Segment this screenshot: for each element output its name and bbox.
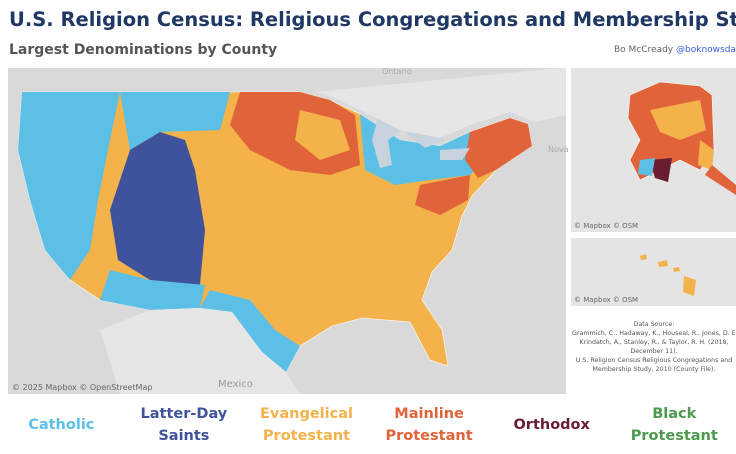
alaska-panhandle — [705, 165, 736, 195]
legend-item[interactable]: Latter-Day Saints — [140, 406, 228, 444]
subtitle: Largest Denominations by County — [9, 42, 278, 58]
source-line: December 11). — [630, 348, 678, 355]
legend-item[interactable]: Orthodox — [513, 417, 590, 433]
west-region — [18, 92, 120, 280]
legend-item[interactable]: Evangelical Protestant — [260, 406, 353, 444]
lds-region — [110, 132, 205, 285]
title: U.S. Religion Census: Religious Congrega… — [9, 8, 736, 31]
map-label: Mexico — [218, 379, 253, 390]
canada — [315, 68, 566, 138]
map-label: Nova — [548, 145, 569, 154]
northeast-region — [465, 118, 532, 178]
legend-item[interactable]: Mainline Protestant — [385, 406, 473, 444]
plains-mixed — [295, 110, 350, 160]
source-line: U.S. Religion Census Religious Congregat… — [575, 357, 733, 364]
legend-item[interactable]: Black Protestant — [630, 406, 718, 444]
map-attribution: © 2025 Mapbox © OpenStreetMap — [12, 383, 152, 392]
source-line: Data Source: — [633, 321, 675, 328]
author-name: Bo McCready — [614, 45, 674, 55]
source-line: Membership Study, 2010 (County File). — [592, 366, 716, 373]
alaska-region — [650, 100, 706, 140]
appalachia-region — [415, 175, 470, 215]
alaska-region — [650, 158, 672, 182]
source-line: Grammich, C., Hadaway, K., Houseal, R., … — [572, 330, 736, 337]
author-handle[interactable]: @boknowsdata — [676, 45, 736, 55]
mexico — [100, 308, 300, 394]
maps: Ontario Nova Mexico © 2025 Mapbox © Open… — [8, 67, 736, 394]
hawaii-islands — [640, 254, 696, 296]
map-attribution: © Mapbox © OSM — [574, 296, 638, 304]
author: Bo McCready @boknowsdata — [614, 45, 736, 55]
alaska-region — [698, 140, 714, 170]
texas-south — [200, 290, 300, 372]
alaska-region — [638, 158, 655, 176]
legend: Catholic Latter-Day Saints Evangelical Pro… — [0, 400, 736, 450]
southwest-region — [100, 270, 205, 310]
source-line: Krindatch, A., Stanley, R., & Taylor, R.… — [579, 339, 729, 346]
hawaii-map-bg — [571, 238, 736, 306]
legend-item[interactable]: Catholic — [28, 417, 95, 433]
map-label: Ontario — [382, 67, 412, 76]
midwest-region — [360, 114, 505, 185]
map-attribution: © Mapbox © OSM — [574, 222, 638, 230]
northwest-region — [120, 92, 230, 150]
data-source: Data Source: Grammich, C., Hadaway, K., H… — [572, 320, 736, 374]
